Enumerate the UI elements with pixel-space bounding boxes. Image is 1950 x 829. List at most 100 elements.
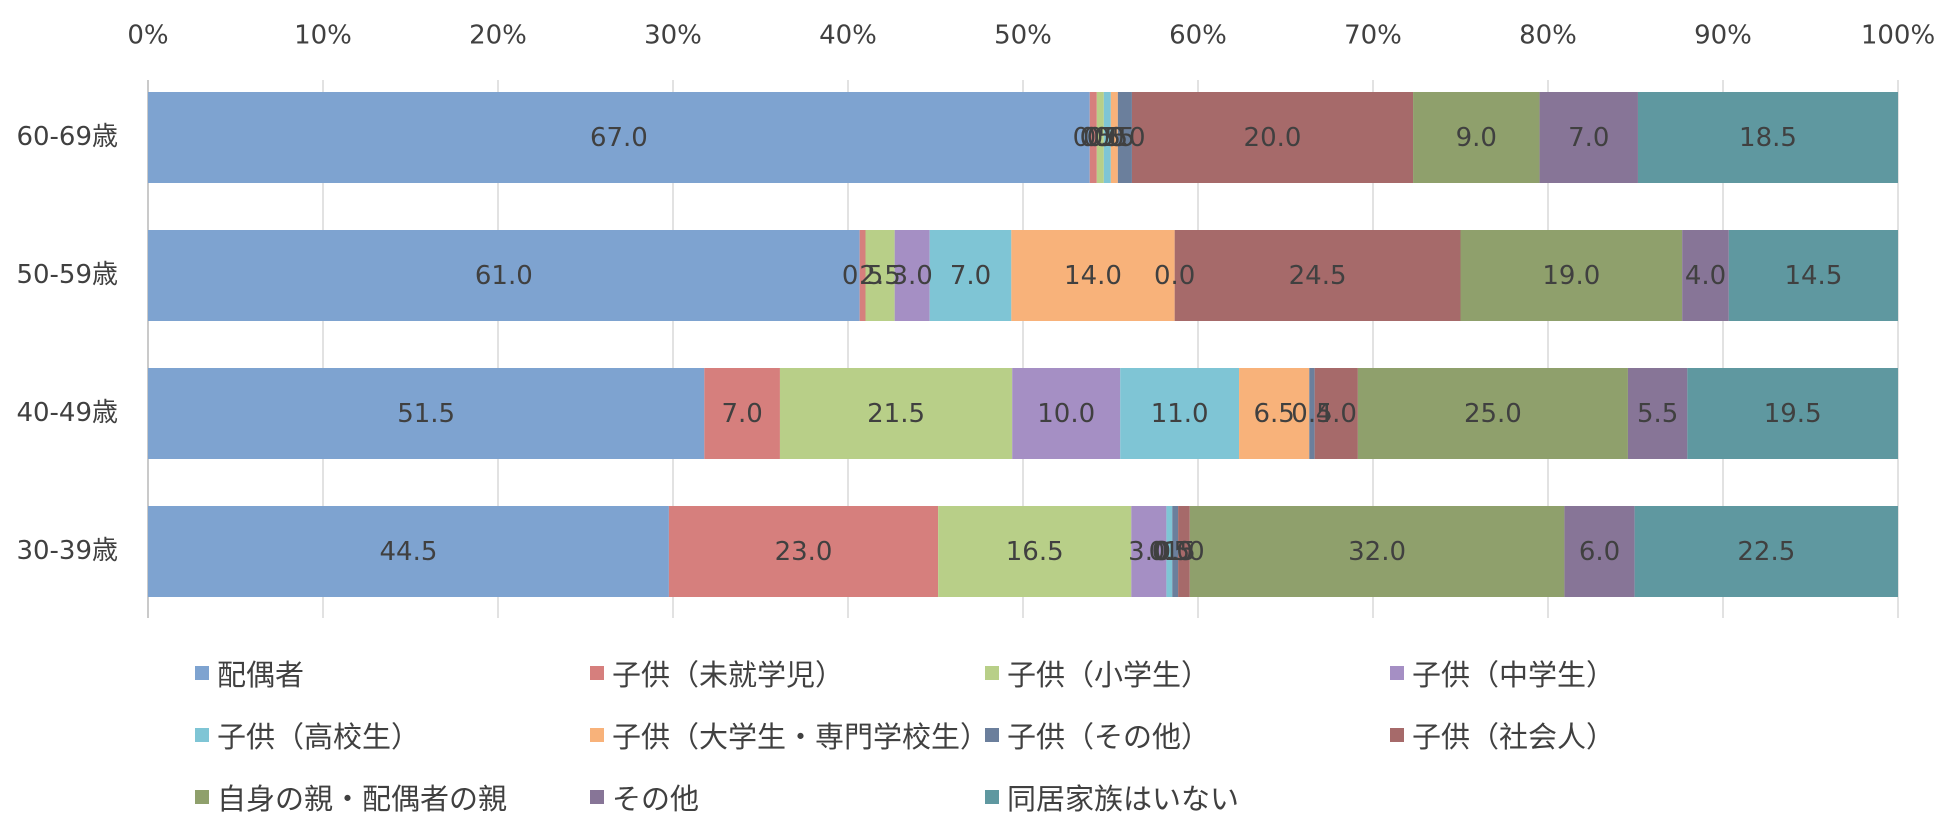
bar-segment	[148, 92, 1090, 183]
data-label: 51.5	[397, 399, 455, 429]
legend-label: 子供（小学生）	[1007, 658, 1211, 692]
x-tick-label: 30%	[644, 21, 702, 51]
legend-item: その他	[590, 776, 699, 818]
data-label: 21.5	[867, 399, 925, 429]
x-tick-label: 50%	[994, 21, 1052, 51]
legend-item: 自身の親・配偶者の親	[195, 776, 507, 818]
data-labels: 67.0 0.50.50.00.50.51.0 20.0 9.0 7.0 18.561.0…	[380, 123, 1843, 567]
data-label: 14.5	[1784, 261, 1842, 291]
legend-item: 配偶者	[195, 652, 304, 694]
bar-segment	[779, 368, 1013, 459]
bar-segment	[1413, 92, 1540, 183]
data-label: 4.0	[1316, 399, 1357, 429]
data-label: 25.0	[1464, 399, 1522, 429]
bar-segment	[859, 230, 866, 321]
bar-segment	[1314, 368, 1358, 459]
legend-label: 自身の親・配偶者の親	[217, 782, 508, 816]
legend-label: その他	[612, 782, 700, 816]
legend-swatch	[1390, 666, 1404, 680]
data-label: 0.5	[842, 261, 883, 291]
data-label: 23.0	[775, 537, 833, 567]
bar-segment	[929, 230, 1012, 321]
bar-segment	[938, 506, 1132, 597]
data-label: 22.5	[1737, 537, 1795, 567]
legend-item: 同居家族はいない	[985, 776, 1239, 818]
bar-segment	[1637, 92, 1898, 183]
legend-item: 子供（その他）	[985, 714, 1210, 756]
bar-segment	[1460, 230, 1683, 321]
data-label: 0.5	[1094, 123, 1135, 153]
data-label: 1.0	[1104, 123, 1145, 153]
data-label: 19.0	[1542, 261, 1600, 291]
bar-segment	[1634, 506, 1898, 597]
data-label: 7.0	[1568, 123, 1609, 153]
legend-swatch	[590, 666, 604, 680]
data-label: 6.5	[1253, 399, 1294, 429]
bar-segment	[148, 506, 669, 597]
data-label: 2.5	[859, 261, 900, 291]
data-label: 4.0	[1685, 261, 1726, 291]
legend-swatch	[985, 666, 999, 680]
bar-segment	[1539, 92, 1638, 183]
legend-swatch	[985, 728, 999, 742]
data-label: 44.5	[380, 537, 438, 567]
legend-label: 子供（大学生・専門学校生）	[612, 720, 990, 754]
x-tick-label: 90%	[1694, 21, 1752, 51]
data-label: 0.5	[1154, 537, 1195, 567]
legend-swatch	[985, 790, 999, 804]
x-tick-label: 20%	[469, 21, 527, 51]
bar-segment	[1120, 368, 1240, 459]
bar-segment	[1110, 92, 1118, 183]
legend-label: 配偶者	[217, 658, 305, 692]
legend-label: 子供（その他）	[1007, 720, 1211, 754]
bar-segment	[1131, 506, 1167, 597]
bar-segment	[1117, 92, 1132, 183]
bar-segment	[668, 506, 939, 597]
bar-segment	[1089, 92, 1097, 183]
bar-segment	[1166, 506, 1173, 597]
x-tick-labels: 0% 10% 20% 30% 40% 50% 60% 70% 80% 90% 100%	[127, 21, 1935, 51]
data-label: 61.0	[475, 261, 533, 291]
data-label: 16.5	[1006, 537, 1064, 567]
legend-label: 子供（社会人）	[1412, 720, 1616, 754]
data-label: 6.0	[1579, 537, 1620, 567]
bar-segment	[1687, 368, 1898, 459]
bar-segment	[1627, 368, 1688, 459]
bar-segment	[1131, 92, 1414, 183]
data-label: 9.0	[1456, 123, 1497, 153]
data-label: 7.0	[950, 261, 991, 291]
x-tick-label: 80%	[1519, 21, 1577, 51]
data-label: 32.0	[1348, 537, 1406, 567]
data-label: 0.5	[1073, 123, 1114, 153]
bar-segment	[1189, 506, 1565, 597]
data-label: 18.5	[1739, 123, 1797, 153]
data-label: 0.5	[1291, 399, 1332, 429]
data-label: 3.0	[891, 261, 932, 291]
bar-segment	[1096, 92, 1104, 183]
data-label: 10.0	[1037, 399, 1095, 429]
x-tick-label: 60%	[1169, 21, 1227, 51]
legend-item: 子供（中学生）	[1390, 652, 1615, 694]
bar-segment	[704, 368, 780, 459]
bar-segment	[1564, 506, 1635, 597]
bars	[148, 92, 1898, 597]
bar-segment	[1103, 92, 1111, 183]
x-tick-label: 70%	[1344, 21, 1402, 51]
data-label: 24.5	[1289, 261, 1347, 291]
legend-item: 子供（大学生・専門学校生）	[590, 714, 989, 756]
bar-segment	[1172, 506, 1179, 597]
bar-segment	[894, 230, 930, 321]
bar-segment	[1174, 230, 1461, 321]
legend-item: 子供（社会人）	[1390, 714, 1615, 756]
legend-swatch	[590, 790, 604, 804]
bar-segment	[1239, 368, 1310, 459]
legend-swatch	[195, 790, 209, 804]
y-tick-labels: 60-69歳 50-59歳 40-49歳 30-39歳	[16, 122, 118, 566]
legend-label: 子供（中学生）	[1412, 658, 1616, 692]
data-label: 0.5	[1087, 123, 1128, 153]
legend-label: 子供（高校生）	[217, 720, 421, 754]
legend-swatch	[195, 666, 209, 680]
data-label: 14.0	[1064, 261, 1122, 291]
y-tick-label: 60-69歳	[16, 122, 118, 152]
data-label: 0.0	[1154, 261, 1195, 291]
